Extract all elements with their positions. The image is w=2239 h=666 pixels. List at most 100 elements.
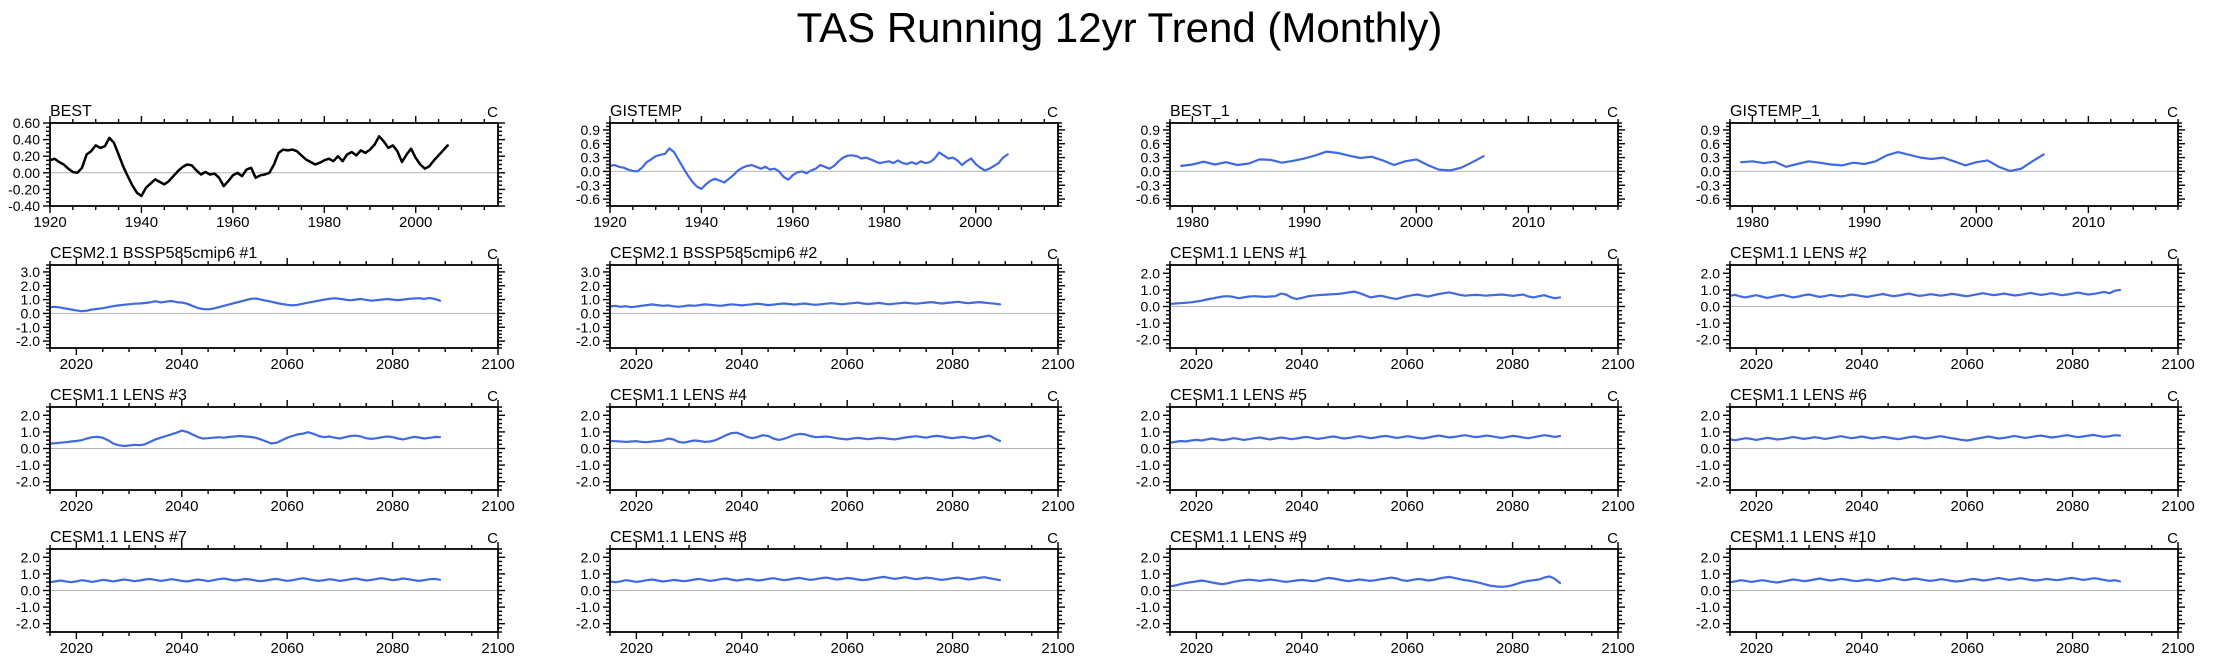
x-tick-label: 2100: [481, 498, 514, 515]
x-tick-label: 2040: [165, 498, 198, 515]
x-tick-label: 2100: [1601, 498, 1634, 515]
x-tick-label: 2100: [1041, 356, 1074, 373]
trend-panel-svg: CESM1.1 LENS #9 C 2020 2040 2060 2080 2100 2.01…: [1136, 529, 1635, 657]
axis-labels: 1920 1940 1960 1980 2000 0.600.400.200.00-0.2…: [8, 115, 432, 231]
x-tick-label: 2040: [1845, 498, 1878, 515]
y-tick-label: 0.0: [1701, 583, 1721, 599]
panel-title: CESM1.1 LENS #1: [1170, 245, 1307, 262]
x-tick-label: 2060: [830, 498, 863, 515]
data-line: [1168, 434, 1562, 444]
y-tick-label: 0.6: [581, 136, 601, 152]
axis-ticks: [1163, 542, 1625, 639]
y-tick-label: 0.9: [581, 122, 601, 138]
trend-panel: GISTEMP C 1920 1940 1960 1980 2000 0.9 0.6 0.3 0.0…: [560, 90, 1119, 235]
trend-panel-svg: CESM2.1 BSSP585cmip6 #2 C 2020 2040 2060 2080…: [576, 245, 1075, 373]
y-tick-label: -1.0: [1136, 599, 1160, 615]
x-tick-label: 2080: [376, 356, 409, 373]
panel-unit-label: C: [487, 388, 498, 405]
y-tick-label: -2.0: [576, 333, 600, 349]
x-tick-label: 2020: [60, 498, 93, 515]
y-tick-label: -1.0: [1136, 315, 1160, 331]
x-tick-label: 1990: [1848, 214, 1881, 231]
trend-panel-svg: CESM1.1 LENS #6 C 2020 2040 2060 2080 2100 2.01…: [1696, 387, 2195, 515]
x-tick-label: 2040: [725, 356, 758, 373]
trend-panel: CESM1.1 LENS #10 C 2020 2040 2060 2080 2100 2.0…: [1680, 516, 2239, 661]
panel-title: CESM1.1 LENS #7: [50, 529, 187, 546]
x-tick-label: 2100: [481, 640, 514, 657]
y-tick-label: -0.3: [1696, 177, 1720, 193]
y-tick-label: 1.0: [1701, 424, 1721, 440]
panel-unit-label: C: [1607, 246, 1618, 263]
x-tick-label: 2080: [2056, 640, 2089, 657]
axis-ticks: [43, 258, 505, 355]
x-tick-label: 2080: [2056, 498, 2089, 515]
panel-title: CESM2.1 BSSP585cmip6 #2: [610, 245, 817, 262]
y-tick-label: 2.0: [21, 278, 41, 294]
axis-ticks: [1163, 258, 1625, 355]
x-tick-label: 2040: [165, 640, 198, 657]
y-tick-label: -0.3: [1136, 177, 1160, 193]
y-tick-label: 0.0: [21, 305, 41, 321]
panel-title: CESM1.1 LENS #9: [1170, 529, 1307, 546]
x-tick-label: 2040: [1285, 356, 1318, 373]
x-tick-label: 1920: [33, 214, 66, 231]
y-tick-label: 1.0: [21, 424, 41, 440]
axis-labels: 2020 2040 2060 2080 2100 2.01.00.0-1.0-2.0: [1696, 549, 2195, 657]
data-line: [1180, 150, 1485, 172]
axis-labels: 2020 2040 2060 2080 2100 2.01.00.0-1.0-2.0: [576, 549, 1075, 657]
x-tick-label: 2080: [1496, 640, 1529, 657]
y-tick-label: -2.0: [1696, 474, 1720, 490]
y-tick-label: -1.0: [1696, 457, 1720, 473]
x-tick-label: 2080: [1496, 356, 1529, 373]
x-tick-label: 2040: [1285, 640, 1318, 657]
x-tick-label: 2020: [60, 640, 93, 657]
axis-ticks: [603, 542, 1065, 639]
y-tick-label: -2.0: [16, 333, 40, 349]
y-tick-label: 0.3: [1701, 150, 1721, 166]
axis-ticks: [43, 542, 505, 639]
y-tick-label: 1.0: [1701, 282, 1721, 298]
trend-panel: CESM1.1 LENS #1 C 2020 2040 2060 2080 2100 2.0 1…: [1120, 232, 1679, 377]
panel-unit-label: C: [2167, 104, 2178, 121]
x-tick-label: 1980: [1176, 214, 1209, 231]
trend-panel: BEST C 1920 1940 1960 1980 2000 0.60 0.40 0.20 0.0…: [0, 90, 559, 235]
y-tick-label: 2.0: [581, 407, 601, 423]
y-tick-label: -2.0: [576, 616, 600, 632]
y-tick-label: -1.0: [1136, 457, 1160, 473]
data-line: [608, 575, 1002, 584]
panel-unit-label: C: [487, 246, 498, 263]
trend-panel-svg: CESM1.1 LENS #4 C 2020 2040 2060 2080 2100 2.01…: [576, 387, 1075, 515]
y-tick-label: 2.0: [1701, 407, 1721, 423]
panel-title: BEST_1: [1170, 103, 1230, 120]
y-tick-label: 0.40: [13, 132, 40, 148]
axis-labels: 2020 2040 2060 2080 2100 2.01.00.0-1.0-2.0: [1136, 549, 1635, 657]
y-tick-label: 2.0: [1141, 265, 1161, 281]
y-tick-label: 0.0: [1141, 299, 1161, 315]
y-tick-label: 0.0: [1701, 299, 1721, 315]
axis-ticks: [603, 258, 1065, 355]
x-tick-label: 2040: [165, 356, 198, 373]
x-tick-label: 2000: [959, 214, 992, 231]
y-tick-label: 2.0: [1701, 549, 1721, 565]
trend-panel: CESM1.1 LENS #8 C 2020 2040 2060 2080 2100 2.0 1…: [560, 516, 1119, 661]
x-tick-label: 2020: [620, 640, 653, 657]
x-tick-label: 2080: [936, 498, 969, 515]
x-tick-label: 2020: [620, 356, 653, 373]
y-tick-label: 2.0: [21, 549, 41, 565]
x-tick-label: 1920: [593, 214, 626, 231]
x-tick-label: 2060: [830, 356, 863, 373]
x-tick-label: 2000: [399, 214, 432, 231]
axis-ticks: [1163, 400, 1625, 497]
axis-labels: 2020 2040 2060 2080 2100 2.01.00.0-1.0-2.0: [1696, 407, 2195, 515]
x-tick-label: 1940: [685, 214, 718, 231]
y-tick-label: -2.0: [16, 616, 40, 632]
axis-ticks: [1723, 116, 2185, 213]
axis-labels: 2020 2040 2060 2080 2100 3.02.01.00.0-1.0-2.0: [16, 264, 515, 373]
y-tick-label: 2.0: [1141, 549, 1161, 565]
trend-panel: BEST_1 C 1980 1990 2000 2010 0.9 0.6 0.3 0.0 -0.3-…: [1120, 90, 1679, 235]
x-tick-label: 1980: [868, 214, 901, 231]
y-tick-label: 2.0: [581, 549, 601, 565]
y-tick-label: 3.0: [581, 264, 601, 280]
y-tick-label: -2.0: [1696, 616, 1720, 632]
